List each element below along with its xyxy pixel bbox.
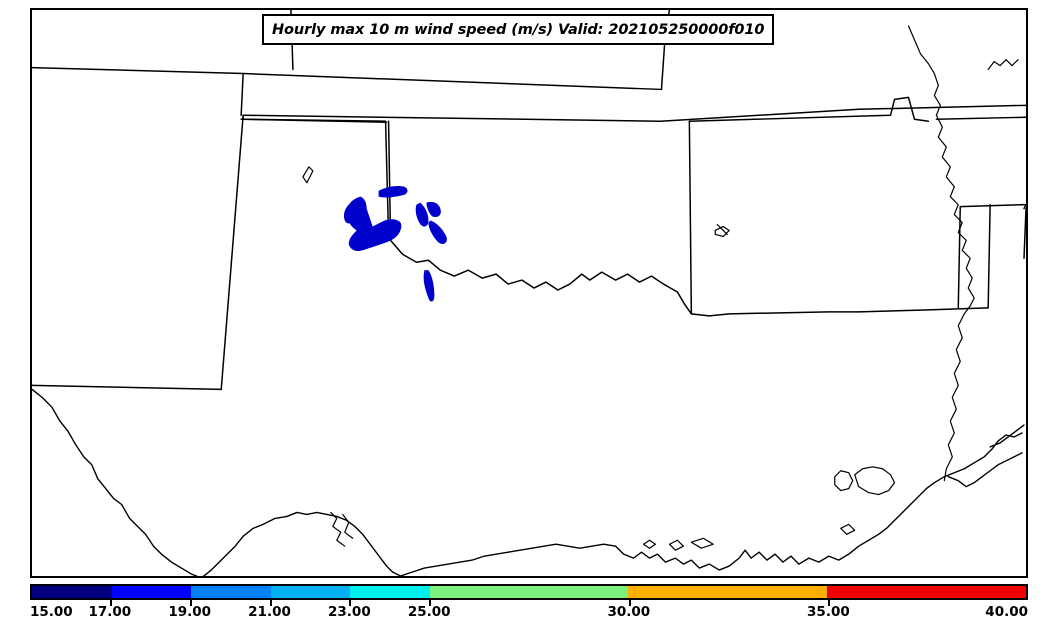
- colorbar-label: 15.00: [30, 604, 73, 620]
- state-borders: [32, 10, 1026, 482]
- wind-speed-contour-patches: [343, 185, 447, 302]
- colorbar-label: 25.00: [407, 604, 451, 620]
- map-panel[interactable]: [30, 8, 1028, 578]
- map-title-box: Hourly max 10 m wind speed (m/s) Valid: …: [262, 14, 775, 45]
- colorbar-label: 23.00: [328, 604, 371, 620]
- map-geography-svg: [32, 10, 1026, 576]
- colorbar-label: 21.00: [248, 604, 291, 620]
- colorbar-label: 40.00: [985, 604, 1028, 620]
- page-title: Hourly max 10 m wind speed (m/s) Valid: …: [272, 22, 765, 38]
- colorbar-label: 30.00: [607, 604, 651, 620]
- colorbar-label: 17.00: [88, 604, 132, 620]
- colorbar-tick-labels: 15.00 17.00 19.00 21.00 23.00 25.00 30.00 35.00…: [0, 604, 1057, 626]
- colorbar-segment-red: [827, 586, 1026, 598]
- colorbar-segment-blue: [111, 586, 192, 598]
- colorbar-segment-cyan: [350, 586, 430, 598]
- colorbar-segment-light-green: [429, 586, 629, 598]
- colorbar-segment-orange: [628, 586, 828, 598]
- coastlines: [32, 388, 1025, 576]
- colorbar-label: 19.00: [168, 604, 212, 620]
- colorbar-segment-light-azure: [270, 586, 351, 598]
- colorbar-segment-azure: [191, 586, 271, 598]
- colorbar-label: 35.00: [807, 604, 850, 620]
- colorbar-segment-navy: [32, 586, 112, 598]
- small-contour-marker: [714, 223, 730, 237]
- colorbar[interactable]: [30, 584, 1028, 600]
- small-contour-marker-panhandle: [302, 166, 314, 184]
